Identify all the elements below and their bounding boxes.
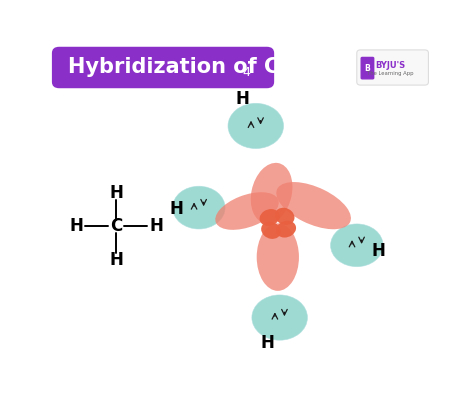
Text: H: H bbox=[169, 200, 183, 218]
Ellipse shape bbox=[251, 163, 292, 224]
Text: H: H bbox=[149, 217, 163, 235]
FancyBboxPatch shape bbox=[52, 47, 274, 88]
Ellipse shape bbox=[260, 209, 280, 226]
Ellipse shape bbox=[215, 192, 279, 230]
Text: H: H bbox=[109, 184, 123, 202]
Text: C: C bbox=[110, 217, 122, 235]
Text: H: H bbox=[109, 251, 123, 269]
Text: 4: 4 bbox=[242, 66, 250, 79]
Ellipse shape bbox=[276, 182, 351, 229]
Ellipse shape bbox=[261, 222, 281, 239]
Text: H: H bbox=[236, 90, 250, 108]
Ellipse shape bbox=[252, 295, 308, 340]
Text: BYJU'S: BYJU'S bbox=[375, 61, 405, 70]
Text: H: H bbox=[261, 334, 275, 352]
Ellipse shape bbox=[228, 103, 283, 149]
Ellipse shape bbox=[275, 208, 294, 225]
Text: H: H bbox=[69, 217, 83, 235]
Ellipse shape bbox=[257, 223, 299, 291]
Text: Hybridization of CH: Hybridization of CH bbox=[68, 57, 297, 77]
FancyBboxPatch shape bbox=[361, 58, 374, 79]
Ellipse shape bbox=[330, 224, 383, 267]
Ellipse shape bbox=[276, 221, 296, 237]
Text: H: H bbox=[371, 242, 385, 259]
Ellipse shape bbox=[173, 186, 225, 229]
Text: B: B bbox=[365, 64, 370, 73]
FancyBboxPatch shape bbox=[357, 50, 428, 85]
Text: The Learning App: The Learning App bbox=[366, 71, 413, 76]
